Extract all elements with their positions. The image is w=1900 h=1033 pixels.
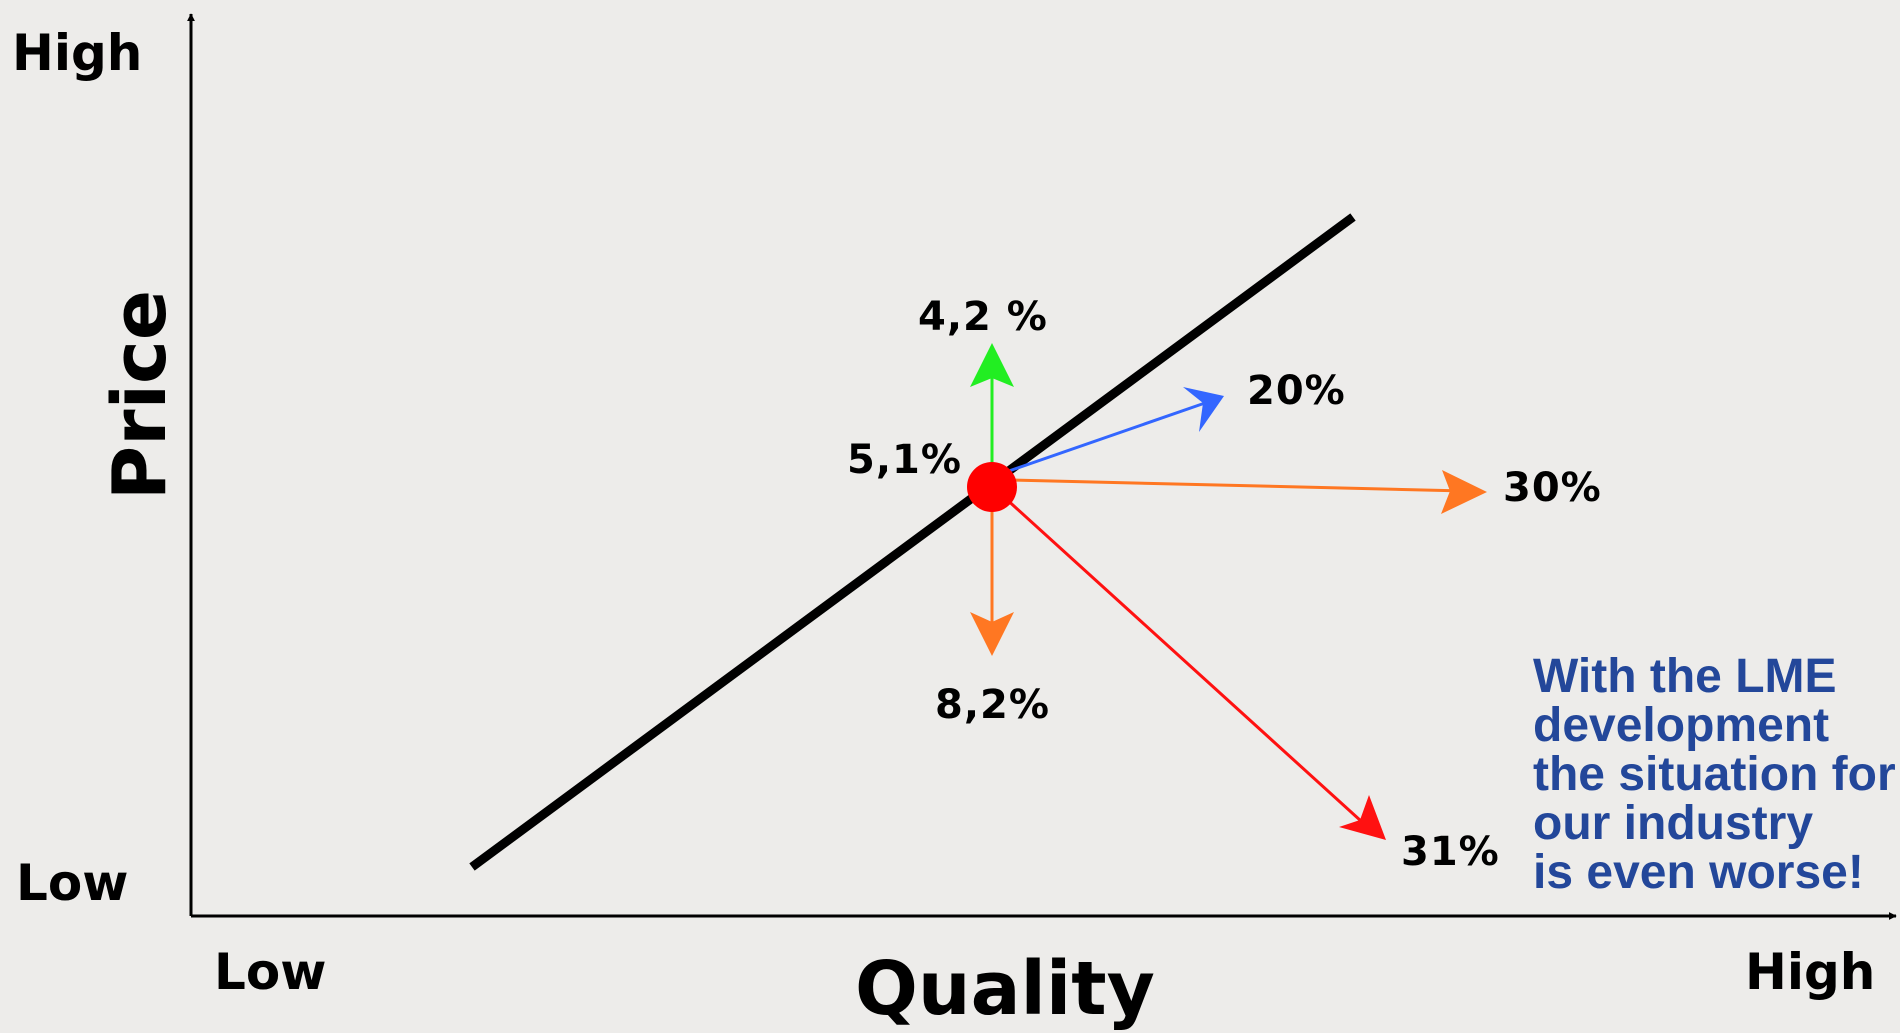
- arrow-up-right-shaft: [1005, 401, 1206, 474]
- arrow-down-right-label: 31%: [1401, 829, 1500, 875]
- x-axis-low-label: Low: [214, 943, 327, 1001]
- y-axis-low-label: Low: [16, 854, 129, 912]
- arrow-up-label: 4,2 %: [918, 294, 1048, 340]
- center-point: [967, 462, 1017, 512]
- note-line: With the LME: [1533, 650, 1837, 703]
- note-line: is even worse!: [1533, 846, 1864, 899]
- arrow-down-right-shaft: [1002, 495, 1374, 833]
- price-quality-line: [469, 213, 1356, 871]
- y-axis-high-label: High: [12, 24, 143, 82]
- x-axis-high-label: High: [1745, 943, 1876, 1001]
- arrow-down-head: [970, 612, 1014, 656]
- arrow-down-right-head: [1339, 795, 1386, 840]
- y-axis-title: Price: [97, 289, 183, 501]
- note-line: the situation for: [1533, 748, 1896, 801]
- arrow-up-right-head: [1183, 387, 1224, 432]
- x-axis-title: Quality: [855, 946, 1155, 1032]
- arrow-right-shaft: [1009, 478, 1466, 493]
- note-line: our industry: [1533, 797, 1814, 850]
- arrow-down-label: 8,2%: [935, 682, 1050, 728]
- arrow-right-label: 30%: [1503, 465, 1602, 511]
- note-line: development: [1533, 699, 1830, 752]
- arrow-up-head: [970, 343, 1014, 387]
- arrow-right-head: [1441, 470, 1487, 514]
- lme-note: With the LME development the situation f…: [1533, 652, 1896, 897]
- point-label: 5,1%: [847, 437, 962, 483]
- arrow-up-right-label: 20%: [1247, 368, 1346, 414]
